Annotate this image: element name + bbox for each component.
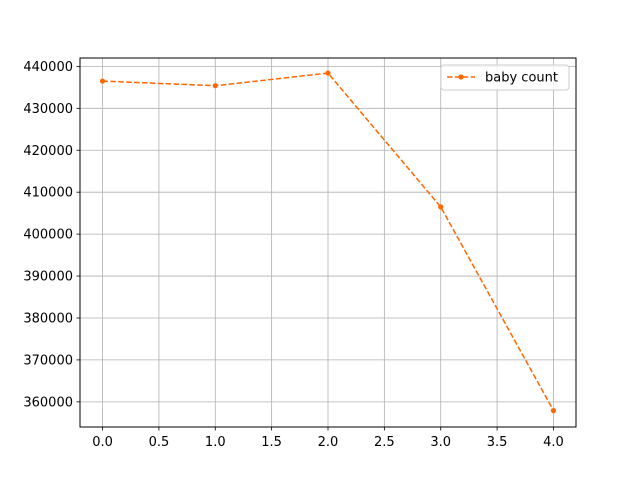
series-group <box>99 70 557 414</box>
legend-marker-swatch <box>458 74 464 80</box>
legend-label: baby count <box>485 71 558 86</box>
x-tick-label: 2.0 <box>318 435 339 450</box>
y-tick-label: 380000 <box>23 311 73 326</box>
x-tick-label: 1.5 <box>261 435 282 450</box>
axis-ticks: 0.0 0.5 1.0 1.5 2.0 2.5 3.0 3.5 4.0 360000 370000 3… <box>23 60 563 450</box>
x-tick-label: 3.5 <box>487 435 508 450</box>
y-tick-label: 390000 <box>23 270 73 285</box>
data-point <box>99 78 106 84</box>
data-point <box>438 204 444 210</box>
y-tick-label: 430000 <box>23 102 73 117</box>
y-tick-label: 410000 <box>23 186 73 201</box>
y-tick-label: 370000 <box>23 353 73 368</box>
y-tick-label: 420000 <box>23 144 73 159</box>
x-tick-label: 1.0 <box>205 435 226 450</box>
data-point <box>325 70 331 76</box>
y-tick-label: 440000 <box>23 60 73 75</box>
x-tick-label: 4.0 <box>543 435 564 450</box>
x-tick-label: 2.5 <box>374 435 395 450</box>
y-tick-label: 400000 <box>23 228 73 243</box>
x-tick-label: 0.0 <box>92 435 113 450</box>
data-point <box>212 83 218 89</box>
legend: baby count <box>440 64 570 91</box>
legend-box <box>440 64 570 91</box>
x-tick-label: 0.5 <box>149 435 170 450</box>
y-tick-label: 360000 <box>23 395 73 410</box>
data-point <box>550 408 557 414</box>
grid <box>80 58 576 427</box>
x-tick-label: 3.0 <box>430 435 451 450</box>
